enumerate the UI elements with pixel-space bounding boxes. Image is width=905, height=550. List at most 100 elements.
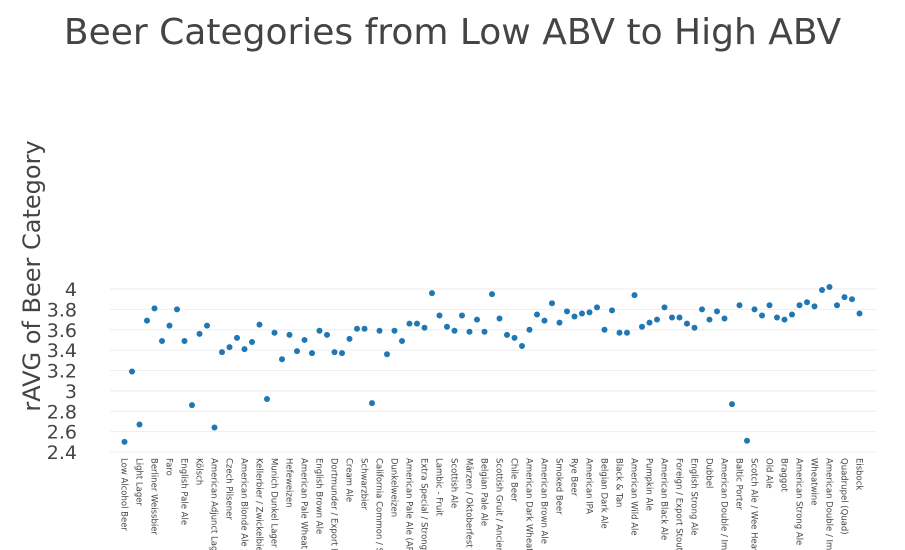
data-point xyxy=(639,323,645,330)
x-tick-label: American Black Ale xyxy=(659,458,669,540)
data-point xyxy=(676,314,683,321)
x-tick-label: Black & Tan xyxy=(614,458,624,507)
x-tick-label: English Pale Ale xyxy=(179,458,189,525)
x-tick-label: Low Alcohol Beer xyxy=(119,458,129,531)
data-point xyxy=(519,343,525,350)
x-tick-label: American Double / Imp xyxy=(719,458,729,550)
data-points xyxy=(121,283,863,445)
data-point xyxy=(406,320,413,327)
data-point xyxy=(759,312,765,319)
data-point xyxy=(616,329,623,336)
data-point xyxy=(766,302,773,309)
x-tick-label: English Brown Ale xyxy=(314,458,324,534)
data-point xyxy=(474,316,480,323)
data-point xyxy=(429,290,435,297)
data-point xyxy=(481,328,488,335)
x-tick-label: American Double / Imp xyxy=(824,458,834,550)
data-point xyxy=(256,321,263,328)
x-tick-label: Wheatwine xyxy=(809,458,819,506)
data-point xyxy=(601,326,608,333)
x-tick-label: American Wild Ale xyxy=(629,458,639,536)
data-point xyxy=(826,283,833,290)
x-axis-ticks: Low Alcohol Beer Light Lager Berliner Weis… xyxy=(119,458,864,550)
data-point xyxy=(586,309,593,316)
data-point xyxy=(496,315,503,322)
data-point xyxy=(376,327,383,334)
data-point xyxy=(294,348,300,355)
data-point xyxy=(399,337,405,344)
x-tick-label: Cream Ale xyxy=(344,458,354,502)
data-point xyxy=(421,324,428,331)
x-tick-label: Light Lager xyxy=(134,458,144,506)
data-point xyxy=(384,351,390,358)
data-point xyxy=(609,307,615,314)
data-point xyxy=(159,337,165,344)
data-point xyxy=(811,303,818,310)
data-point xyxy=(264,396,270,403)
x-tick-label: Extra Special / Strong B xyxy=(419,458,429,550)
data-point xyxy=(391,327,398,334)
data-point xyxy=(369,400,375,407)
data-point xyxy=(346,335,353,342)
x-tick-label: Berliner Weissbier xyxy=(149,458,159,535)
data-point xyxy=(624,329,630,336)
x-tick-label: Hefeweizen xyxy=(284,458,294,507)
data-point xyxy=(234,334,240,341)
data-point xyxy=(414,320,420,327)
x-tick-label: Rye Beer xyxy=(569,458,579,497)
x-tick-label: Scotch Ale / Wee Heav xyxy=(749,458,759,550)
data-point xyxy=(249,338,255,345)
data-point xyxy=(556,319,563,326)
x-tick-label: Schwarzbier xyxy=(359,458,369,511)
x-tick-label: Braggot xyxy=(779,458,789,493)
grid-lines xyxy=(110,288,877,453)
data-point xyxy=(721,315,728,322)
data-point xyxy=(646,319,653,326)
x-tick-label: Scottish Gruit / Ancien xyxy=(494,458,504,550)
x-tick-label: Faro xyxy=(164,458,174,476)
data-point xyxy=(684,320,690,327)
data-point xyxy=(564,308,570,315)
data-point xyxy=(489,291,495,298)
data-point xyxy=(444,323,450,330)
data-point xyxy=(856,310,863,317)
data-point xyxy=(796,302,803,309)
data-point xyxy=(526,326,533,333)
data-point xyxy=(571,313,578,320)
data-point xyxy=(534,311,540,318)
x-tick-label: Kellerbier / Zwickelbier xyxy=(254,458,264,550)
data-point xyxy=(166,322,173,329)
data-point xyxy=(316,327,323,334)
data-point xyxy=(144,317,150,324)
x-tick-label: Dunkelweizen xyxy=(389,458,399,517)
x-tick-label: Eisbock xyxy=(854,458,864,490)
data-point xyxy=(226,344,233,351)
x-tick-label: Smoked Beer xyxy=(554,458,564,515)
x-tick-label: Belgian Dark Ale xyxy=(599,458,609,529)
x-tick-label: Czech Pilsener xyxy=(224,458,234,520)
data-point xyxy=(301,336,308,343)
y-tick-label: 2.4 xyxy=(47,442,77,464)
data-point xyxy=(309,350,315,357)
x-tick-label: Belgian Pale Ale xyxy=(479,458,489,526)
y-tick-label: 3.2 xyxy=(47,361,77,383)
x-tick-label: American Brown Ale xyxy=(539,458,549,544)
data-point xyxy=(699,306,705,313)
data-point xyxy=(279,356,285,363)
x-tick-label: American Strong Ale xyxy=(794,458,804,545)
y-axis-ticks: 2.42.62.833.23.43.63.84 xyxy=(47,279,77,464)
x-tick-label: Märzen / Oktoberfest xyxy=(464,458,474,548)
data-point xyxy=(219,349,225,356)
data-point xyxy=(706,316,713,323)
y-tick-label: 3.8 xyxy=(47,299,77,321)
data-point xyxy=(324,331,330,338)
x-tick-label: Lambic - Fruit xyxy=(434,458,444,517)
data-point xyxy=(661,304,668,311)
data-point xyxy=(196,330,203,337)
y-axis-label: rAVG of Beer Category xyxy=(18,140,46,411)
data-point xyxy=(241,346,248,353)
data-point xyxy=(579,310,585,317)
y-tick-label: 3.6 xyxy=(47,320,77,342)
x-tick-label: Scottish Ale xyxy=(449,458,459,508)
